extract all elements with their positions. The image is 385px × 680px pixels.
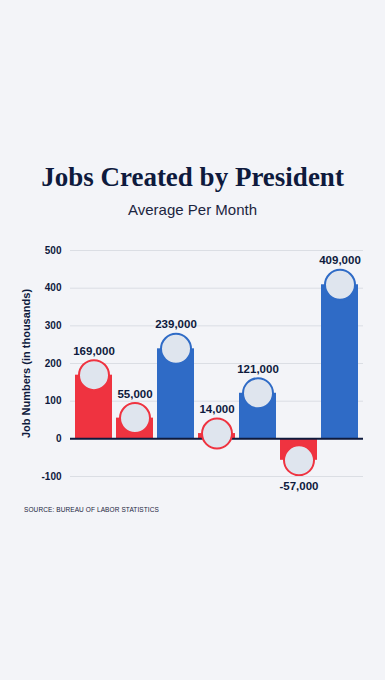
html-text:Jobs Created by President: Jobs Created by President xyxy=(41,162,344,192)
svg-text:239,000: 239,000 xyxy=(155,318,197,330)
svg-text:0: 0 xyxy=(56,433,62,444)
svg-text:409,000: 409,000 xyxy=(319,254,361,266)
svg-text:Job Numbers (in thousands): Job Numbers (in thousands) xyxy=(20,289,32,438)
html-text:SOURCE: BUREAU OF LABOR STATIS: SOURCE: BUREAU OF LABOR STATISTICS xyxy=(24,506,159,513)
svg-text:300: 300 xyxy=(45,320,62,331)
svg-text:100: 100 xyxy=(45,395,62,406)
svg-text:55,000: 55,000 xyxy=(117,388,152,400)
svg-text:169,000: 169,000 xyxy=(73,345,115,357)
svg-text:-57,000: -57,000 xyxy=(279,480,318,492)
svg-text:121,000: 121,000 xyxy=(237,363,279,375)
svg-text:200: 200 xyxy=(45,358,62,369)
svg-text:500: 500 xyxy=(45,245,62,256)
svg-text:-100: -100 xyxy=(41,471,61,482)
svg-text:400: 400 xyxy=(45,282,62,293)
svg-text:14,000: 14,000 xyxy=(199,403,234,415)
html-text:Average Per Month: Average Per Month xyxy=(128,201,257,218)
